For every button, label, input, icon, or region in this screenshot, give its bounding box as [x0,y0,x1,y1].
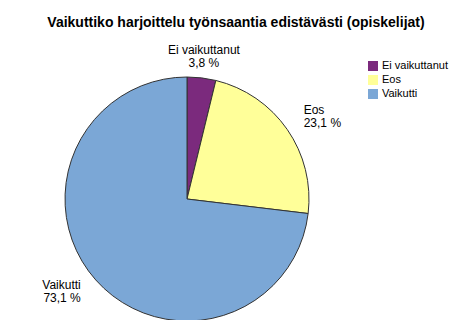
html-text:Ei vaikuttanut: Ei vaikuttanut [382,59,448,71]
html-text:Vaikuttiko harjoittelu työnsaa: Vaikuttiko harjoittelu työnsaantia edist… [47,14,425,30]
svg-text:Ei vaikuttanut3,8 %: Ei vaikuttanut3,8 % [168,43,241,70]
html-text:Eos: Eos [382,73,401,85]
svg-text:Vaikutti73,1 %: Vaikutti73,1 % [42,278,81,305]
html-text:Vaikutti: Vaikutti [382,87,418,99]
svg-text:Eos23,1 %: Eos23,1 % [304,103,342,130]
